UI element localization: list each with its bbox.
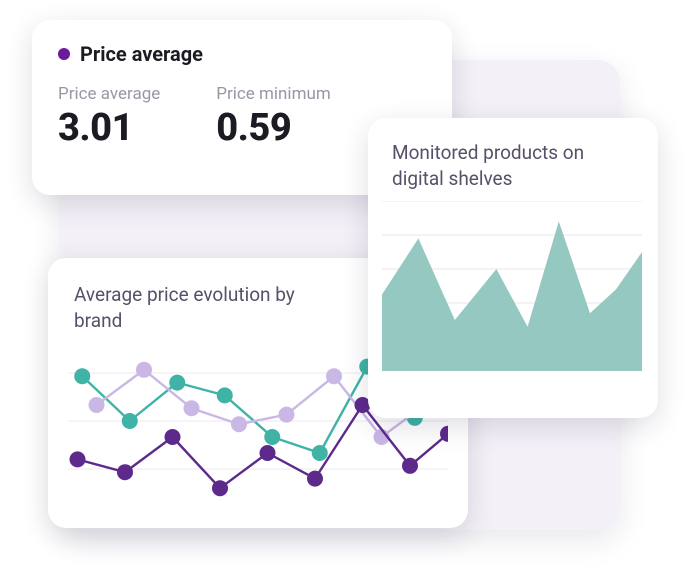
metric-value: 0.59 xyxy=(216,106,331,150)
monitored-area-chart xyxy=(382,201,642,371)
metric-label: Price average xyxy=(58,84,160,104)
metric-1: Price minimum0.59 xyxy=(216,84,331,150)
metric-value: 3.01 xyxy=(58,106,160,150)
price-card-title: Price average xyxy=(80,42,203,66)
monitored-products-card: Monitored products on digital shelves xyxy=(368,118,658,418)
metric-label: Price minimum xyxy=(216,84,331,104)
legend-dot-icon xyxy=(58,48,70,60)
metric-0: Price average3.01 xyxy=(58,84,160,150)
monitored-chart-title: Monitored products on digital shelves xyxy=(368,118,658,197)
evolution-chart-title: Average price evolution by brand xyxy=(48,258,360,335)
